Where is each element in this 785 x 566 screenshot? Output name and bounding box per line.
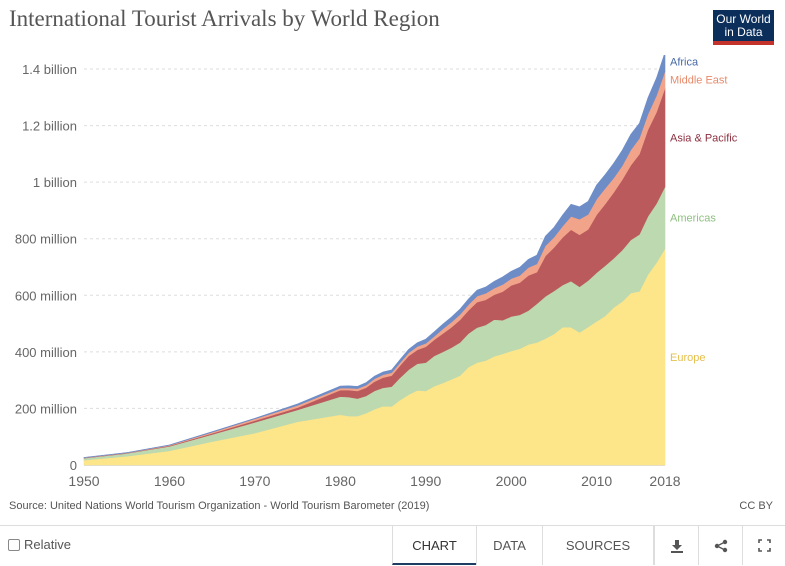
legend-label-asia-pacific: Asia & Pacific	[670, 132, 738, 144]
share-icon[interactable]	[698, 526, 742, 565]
y-tick-label: 1.2 billion	[22, 119, 77, 134]
logo-line-1: Our World	[716, 12, 771, 26]
footer-controls: Relative CHART DATA SOURCES	[0, 525, 785, 565]
relative-toggle[interactable]: Relative	[8, 537, 71, 552]
y-tick-label: 1.4 billion	[22, 62, 77, 77]
x-tick-label: 1980	[325, 473, 356, 489]
x-tick-label: 1950	[68, 473, 99, 489]
y-tick-label: 200 million	[15, 401, 77, 416]
y-tick-label: 400 million	[15, 345, 77, 360]
tab-bar: CHART DATA SOURCES	[392, 526, 785, 565]
tab-data[interactable]: DATA	[476, 526, 542, 565]
legend-label-europe: Europe	[670, 352, 705, 364]
chart-title: International Tourist Arrivals by World …	[9, 6, 440, 31]
x-tick-label: 1990	[410, 473, 441, 489]
logo-line-2: in Data	[724, 25, 763, 39]
source-note: Source: United Nations World Tourism Org…	[9, 500, 430, 512]
tab-sources[interactable]: SOURCES	[542, 526, 654, 565]
x-tick-label: 1970	[239, 473, 270, 489]
area-chart: 0 200 million 400 million 600 million 800 mi…	[15, 55, 738, 489]
relative-checkbox[interactable]	[8, 538, 20, 551]
y-tick-label: 600 million	[15, 288, 77, 303]
area-africa	[83, 55, 666, 458]
legend-label-americas: Americas	[670, 213, 716, 225]
x-tick-label: 2010	[581, 473, 612, 489]
owid-logo[interactable]: Our World in Data	[713, 10, 774, 45]
y-tick-label: 800 million	[15, 232, 77, 247]
tab-chart[interactable]: CHART	[392, 526, 476, 565]
relative-label: Relative	[24, 537, 71, 552]
legend-label-middle-east: Middle East	[670, 75, 727, 87]
y-tick-label: 1 billion	[33, 175, 77, 190]
x-tick-label: 2018	[649, 473, 680, 489]
x-tick-label: 2000	[496, 473, 527, 489]
license-link[interactable]: CC BY	[739, 500, 773, 512]
fullscreen-icon[interactable]	[742, 526, 785, 565]
x-tick-label: 1960	[154, 473, 185, 489]
download-icon[interactable]	[654, 526, 698, 565]
legend-label-africa: Africa	[670, 57, 699, 69]
y-tick-label: 0	[70, 458, 77, 473]
